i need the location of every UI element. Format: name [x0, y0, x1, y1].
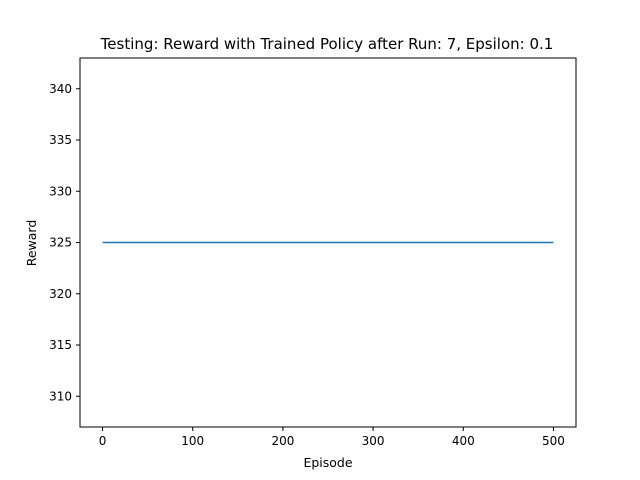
y-axis: 310 315 320 325 330 335 340 — [49, 82, 80, 403]
x-tick-label: 300 — [362, 434, 385, 448]
y-tick-label: 335 — [49, 133, 72, 147]
y-tick-label: 325 — [49, 236, 72, 250]
y-tick-label: 320 — [49, 287, 72, 301]
y-tick-label: 315 — [49, 338, 72, 352]
x-tick-label: 200 — [271, 434, 294, 448]
y-tick-label: 340 — [49, 82, 72, 96]
x-tick-label: 100 — [181, 434, 204, 448]
y-tick-label: 330 — [49, 184, 72, 198]
x-axis: 0 100 200 300 400 500 — [99, 427, 565, 448]
x-tick-label: 500 — [542, 434, 565, 448]
y-axis-label: Reward — [24, 220, 39, 267]
y-tick-label: 310 — [49, 389, 72, 403]
x-tick-label: 0 — [99, 434, 107, 448]
chart-title: Testing: Reward with Trained Policy afte… — [100, 35, 554, 53]
x-axis-label: Episode — [303, 455, 352, 470]
x-tick-label: 400 — [452, 434, 475, 448]
